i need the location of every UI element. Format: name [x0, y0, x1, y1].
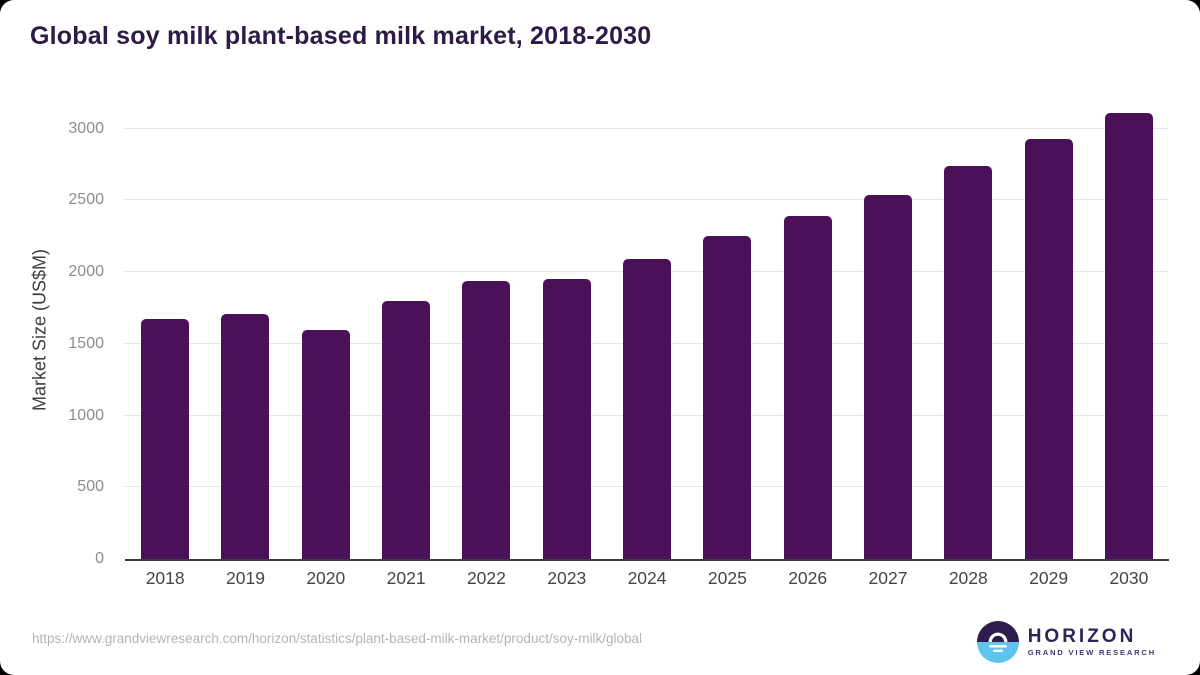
y-tick-label-1000: 1000	[68, 406, 104, 424]
bar-2020	[301, 329, 350, 559]
bar-slot-2027	[848, 100, 928, 559]
gridline-3000	[125, 127, 1169, 129]
bar-2029	[1024, 138, 1073, 559]
y-tick-label-2500: 2500	[68, 191, 104, 209]
logo-tagline-text: GRAND VIEW RESEARCH	[1027, 648, 1156, 658]
x-tick-label-2022: 2022	[466, 568, 506, 588]
bar-slot-2026	[768, 100, 848, 559]
bar-slot-2020	[286, 100, 366, 559]
y-tick-label-3000: 3000	[68, 119, 104, 137]
chart-title: Global soy milk plant-based milk market,…	[30, 22, 652, 50]
sunrise-icon	[976, 621, 1019, 663]
x-tick-label-2024: 2024	[627, 568, 667, 588]
x-tick-label-2029: 2029	[1029, 568, 1069, 588]
x-tick-label-2025: 2025	[707, 568, 747, 588]
x-tick-label-2028: 2028	[948, 568, 988, 588]
x-tick-label-2018: 2018	[145, 568, 185, 588]
gridline-2500	[125, 199, 1169, 201]
x-tick-label-2021: 2021	[386, 568, 426, 588]
bar-2026	[783, 216, 832, 559]
bar-2019	[221, 313, 270, 559]
bars-container	[125, 100, 1169, 559]
bar-slot-2019	[205, 100, 285, 559]
bar-slot-2028	[928, 100, 1008, 559]
x-tick-label-2027: 2027	[868, 568, 908, 588]
bar-slot-2018	[125, 100, 205, 559]
x-axis-tick-labels: 2018 2019 2020 2021 2022 2023 2024 2025 2026 2027…	[125, 568, 1169, 589]
x-tick-label-2026: 2026	[788, 568, 828, 588]
bar-2028	[944, 165, 993, 559]
y-tick-label-1500: 1500	[68, 334, 104, 352]
horizon-logo: HORIZON GRAND VIEW RESEARCH	[976, 621, 1156, 663]
y-tick-label-2000: 2000	[68, 263, 104, 281]
bar-slot-2029	[1008, 100, 1088, 559]
bar-2027	[863, 194, 912, 559]
bar-2030	[1104, 112, 1153, 559]
x-tick-label-2023: 2023	[547, 568, 587, 588]
bar-slot-2021	[366, 100, 446, 559]
y-axis-tick-labels: 0 500 1000 1500 2000 2500 3000	[0, 100, 104, 566]
source-url: https://www.grandviewresearch.com/horizo…	[32, 631, 642, 646]
plot-area	[125, 100, 1169, 561]
bar-slot-2025	[687, 100, 767, 559]
bar-2021	[382, 300, 431, 559]
bar-2024	[623, 259, 672, 559]
x-tick-label-2019: 2019	[226, 568, 265, 588]
y-tick-label-0: 0	[95, 550, 104, 567]
bar-slot-2024	[607, 100, 687, 559]
bar-slot-2023	[527, 100, 607, 559]
bar-2022	[462, 280, 511, 559]
y-tick-label-500: 500	[77, 478, 104, 496]
bar-2025	[703, 235, 752, 559]
bar-slot-2030	[1089, 100, 1169, 559]
logo-text: HORIZON GRAND VIEW RESEARCH	[1027, 625, 1156, 658]
x-tick-label-2020: 2020	[306, 568, 346, 588]
x-tick-label-2030: 2030	[1109, 568, 1149, 588]
logo-brand-text: HORIZON	[1027, 625, 1137, 647]
bar-2023	[542, 278, 591, 559]
bar-slot-2022	[446, 100, 526, 559]
bar-2018	[141, 319, 190, 559]
